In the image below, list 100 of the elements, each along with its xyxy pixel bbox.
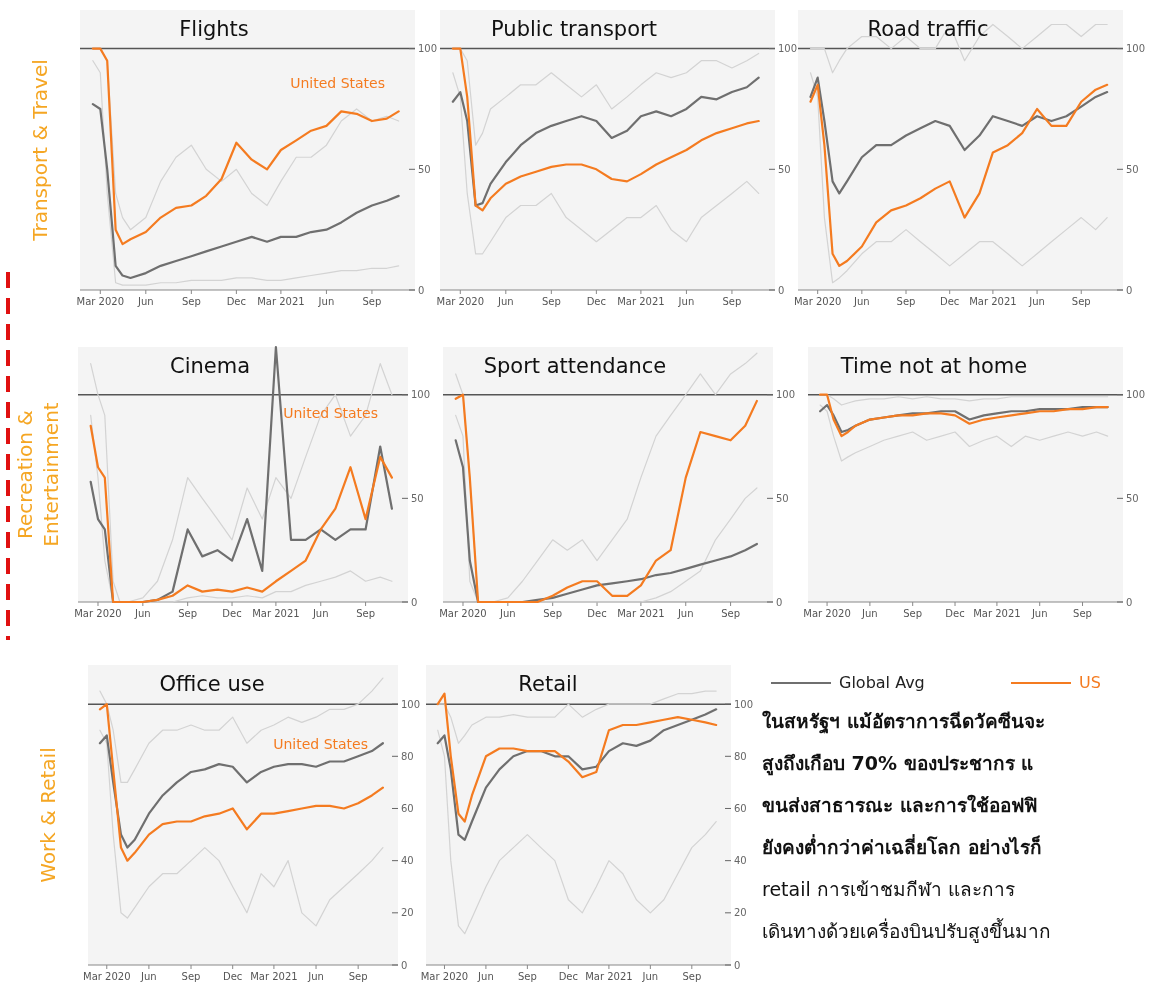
x-tick-label: Dec <box>223 971 243 982</box>
y-tick-label: 0 <box>418 284 425 296</box>
x-tick-label: Jun <box>134 608 151 619</box>
y-tick-label: 0 <box>778 284 785 296</box>
y-tick-label: 0 <box>1126 596 1133 608</box>
text: ขนส่งสาธารณะ และการใช้ออฟฟิ <box>762 794 1037 816</box>
x-tick-label: Mar 2020 <box>83 971 131 982</box>
text: ในสหรัฐฯ แม้อัตราการฉีดวัคซีนจะ <box>762 710 1045 735</box>
y-tick-label: 100 <box>734 698 754 710</box>
x-tick-label: Mar 2021 <box>257 296 305 307</box>
x-tick-label: Jun <box>499 608 516 619</box>
x-tick-label: Mar 2021 <box>973 608 1021 619</box>
x-tick-label: Sep <box>517 971 537 982</box>
x-tick-label: Jun <box>677 296 695 307</box>
x-tick-label: Mar 2021 <box>617 296 665 307</box>
x-tick-label: Sep <box>1071 296 1091 307</box>
y-tick-label: 50 <box>1126 492 1139 504</box>
annotation: United States <box>283 405 378 422</box>
x-tick-label: Sep <box>181 971 201 982</box>
y-tick-label: 100 <box>411 389 431 401</box>
y-tick-label: 50 <box>776 492 789 504</box>
annotation: United States <box>290 75 385 92</box>
chart-title: Flights <box>179 17 249 41</box>
x-tick-label: Dec <box>558 971 579 982</box>
y-tick-label: 20 <box>734 907 747 919</box>
chart-title: Time not at home <box>839 354 1028 378</box>
y-tick-label: 0 <box>1126 284 1133 296</box>
x-tick-label: Sep <box>543 608 563 619</box>
y-tick-label: 0 <box>734 959 741 971</box>
text: สูงถึงเกือบ 70% ของประชากร แ <box>762 752 1034 776</box>
x-tick-label: Jun <box>497 296 514 307</box>
text: เดินทางด้วยเครื่องบินปรับสูงขึ้นมาก <box>762 918 1051 943</box>
x-tick-label: Jun <box>140 971 157 982</box>
chart-title: Cinema <box>169 354 251 378</box>
x-tick-label: Mar 2021 <box>585 971 633 982</box>
x-tick-label: Jun <box>853 296 870 307</box>
x-tick-label: Mar 2020 <box>803 608 851 619</box>
x-tick-label: Jun <box>641 971 659 982</box>
y-tick-label: 100 <box>1126 389 1146 401</box>
text: retail การเข้าชมกีฬา และการ <box>762 878 1015 900</box>
legend-label: Global Avg <box>839 673 925 692</box>
x-tick-label: Sep <box>178 608 198 619</box>
y-tick-label: 60 <box>401 802 414 814</box>
y-tick-label: 100 <box>418 43 438 55</box>
x-tick-label: Jun <box>137 296 154 307</box>
x-tick-label: Mar 2020 <box>74 608 122 619</box>
x-tick-label: Dec <box>226 296 247 307</box>
x-tick-label: Jun <box>307 971 324 982</box>
y-tick-label: 0 <box>776 596 783 608</box>
y-tick-label: 50 <box>1126 163 1139 175</box>
x-tick-label: Sep <box>1073 608 1092 619</box>
x-tick-label: Sep <box>903 608 923 619</box>
y-tick-label: 0 <box>401 959 408 971</box>
x-tick-label: Jun <box>311 608 329 619</box>
y-tick-label: 50 <box>411 492 424 504</box>
y-axis-title: Work & Retail <box>36 747 60 883</box>
x-tick-label: Mar 2020 <box>793 296 842 307</box>
x-tick-label: Jun <box>676 608 694 619</box>
x-tick-label: Mar 2021 <box>250 971 298 982</box>
x-tick-label: Sep <box>181 296 201 307</box>
x-tick-label: Jun <box>1028 296 1045 307</box>
legend-label: US <box>1079 673 1101 692</box>
y-tick-label: 40 <box>734 855 747 867</box>
y-tick-label: 80 <box>401 750 414 762</box>
x-tick-label: Dec <box>587 608 607 619</box>
x-tick-label: Jun <box>477 971 494 982</box>
y-tick-label: 100 <box>401 698 421 710</box>
x-tick-label: Mar 2021 <box>252 608 300 619</box>
x-tick-label: Jun <box>317 296 335 307</box>
annotation: United States <box>273 736 368 752</box>
y-tick-label: 50 <box>418 163 431 175</box>
x-tick-label: Sep <box>896 296 916 307</box>
x-tick-label: Sep <box>541 296 561 307</box>
y-axis-title: Transport & Travel <box>28 59 52 242</box>
x-tick-label: Sep <box>721 608 741 619</box>
x-tick-label: Sep <box>722 296 742 307</box>
y-tick-label: 100 <box>778 43 798 55</box>
y-tick-label: 100 <box>1126 43 1146 55</box>
y-tick-label: 40 <box>401 855 414 867</box>
x-tick-label: Dec <box>586 296 607 307</box>
x-tick-label: Dec <box>945 608 965 619</box>
x-tick-label: Jun <box>1030 608 1048 619</box>
y-tick-label: 100 <box>776 389 796 401</box>
x-tick-label: Mar 2020 <box>439 608 487 619</box>
x-tick-label: Dec <box>222 608 242 619</box>
chart-title: Road traffic <box>867 17 989 41</box>
x-tick-label: Jun <box>861 608 878 619</box>
y-axis-title: Recreation & Entertainment <box>13 402 63 547</box>
x-tick-label: Mar 2020 <box>420 971 469 982</box>
chart-title: Retail <box>518 672 578 696</box>
x-tick-label: Mar 2020 <box>436 296 485 307</box>
y-tick-label: 0 <box>411 596 418 608</box>
chart-title: Office use <box>159 672 265 696</box>
x-tick-label: Dec <box>940 296 960 307</box>
y-tick-label: 60 <box>734 802 747 814</box>
x-tick-label: Sep <box>682 971 702 982</box>
x-tick-label: Sep <box>362 296 382 307</box>
x-tick-label: Sep <box>356 608 376 619</box>
y-tick-label: 20 <box>401 907 414 919</box>
chart-title: Public transport <box>491 17 657 41</box>
